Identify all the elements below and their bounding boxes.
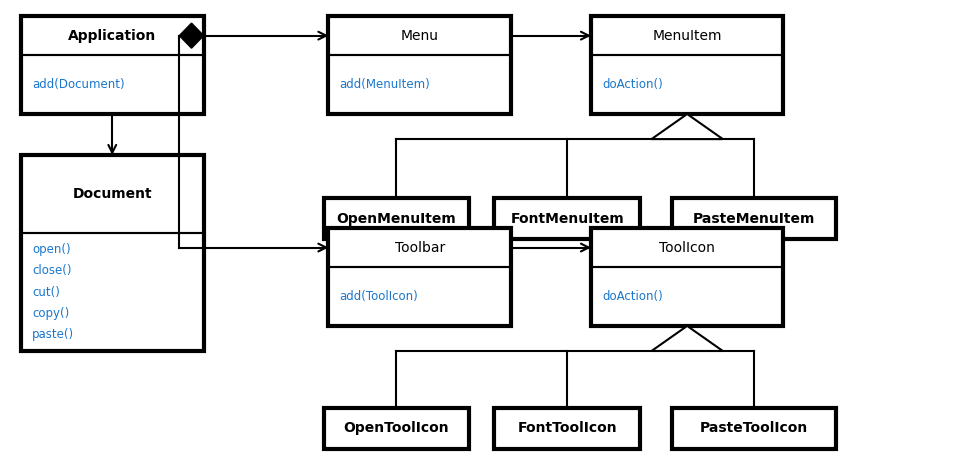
Text: ToolIcon: ToolIcon [659, 240, 715, 254]
Bar [495, 198, 640, 239]
Text: OpenMenuItem: OpenMenuItem [337, 212, 456, 226]
Text: add(Document): add(Document) [33, 78, 124, 91]
Bar [591, 228, 783, 326]
Text: open(): open() [33, 243, 71, 256]
Text: Document: Document [73, 187, 152, 201]
Text: Menu: Menu [401, 29, 439, 43]
Text: doAction(): doAction() [602, 78, 663, 91]
Text: FontToolIcon: FontToolIcon [518, 421, 617, 435]
Bar [672, 408, 835, 449]
Text: PasteMenuItem: PasteMenuItem [693, 212, 815, 226]
Polygon shape [652, 114, 723, 139]
Text: add(MenuItem): add(MenuItem) [340, 78, 431, 91]
Text: cut(): cut() [33, 286, 60, 299]
Text: OpenToolIcon: OpenToolIcon [344, 421, 449, 435]
Text: MenuItem: MenuItem [653, 29, 722, 43]
Bar [328, 228, 511, 326]
Bar [672, 198, 835, 239]
Text: copy(): copy() [33, 307, 69, 320]
Bar [328, 16, 511, 114]
Bar [591, 16, 783, 114]
Text: doAction(): doAction() [602, 290, 663, 303]
Text: Toolbar: Toolbar [394, 240, 445, 254]
Bar [21, 16, 204, 114]
Text: paste(): paste() [33, 328, 75, 341]
Bar [495, 408, 640, 449]
Polygon shape [652, 326, 723, 351]
Text: Application: Application [68, 29, 156, 43]
Bar [323, 408, 469, 449]
Text: close(): close() [33, 264, 72, 277]
Text: add(ToolIcon): add(ToolIcon) [340, 290, 418, 303]
Text: FontMenuItem: FontMenuItem [510, 212, 624, 226]
Bar [21, 155, 204, 351]
Polygon shape [179, 23, 204, 48]
Bar [323, 198, 469, 239]
Text: PasteToolIcon: PasteToolIcon [700, 421, 808, 435]
